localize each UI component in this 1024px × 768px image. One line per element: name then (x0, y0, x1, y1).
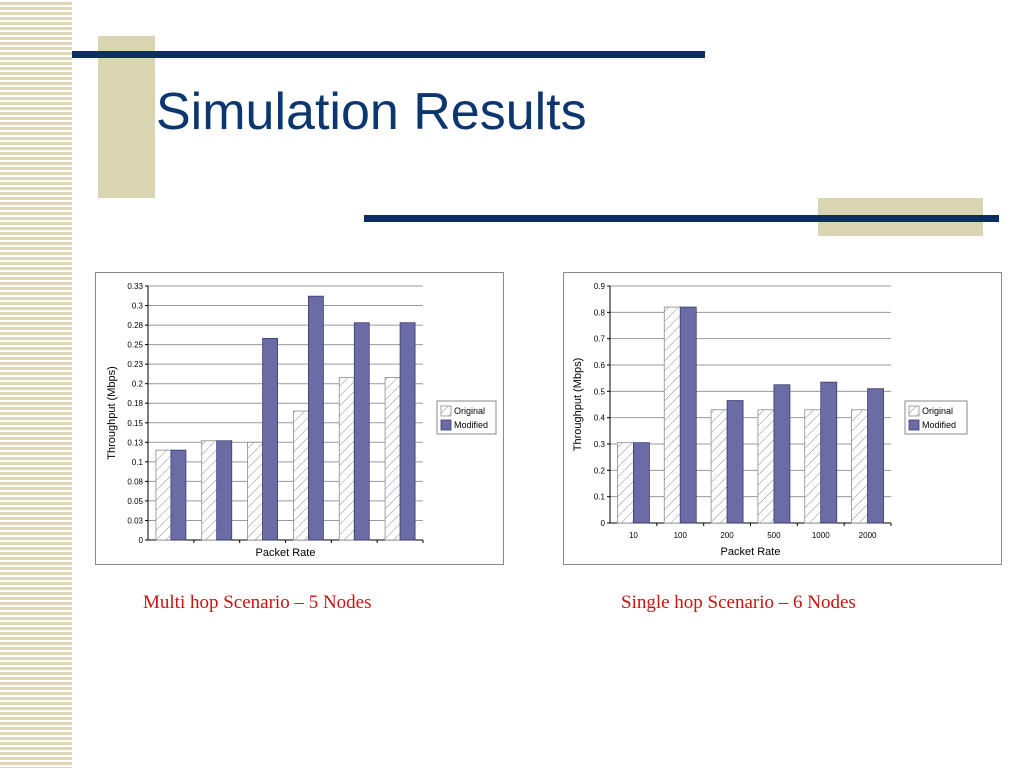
bar-modified (399, 322, 416, 541)
y-tick-label: 0.3 (132, 302, 144, 311)
x-tick-label: 1000 (812, 531, 830, 540)
bar-modified (679, 306, 697, 524)
bar-modified (308, 295, 324, 541)
y-tick-label: 0.08 (127, 477, 143, 486)
y-tick-label: 0.6 (594, 361, 606, 370)
y-tick-label: 0.1 (132, 458, 144, 467)
legend-swatch-original (440, 405, 452, 417)
y-tick-label: 0.23 (127, 360, 143, 369)
y-tick-label: 0.1 (594, 493, 606, 502)
bar-original (155, 449, 172, 541)
multi-hop-chart-svg: 0 0.03 0.05 0.08 0.1 0.13 0.15 0.18 0.2 0.23 0.25 0… (106, 282, 497, 559)
legend-label: Original (922, 406, 953, 416)
bar-original (384, 377, 401, 541)
bar-original (338, 377, 355, 541)
legend-swatch-original (908, 405, 920, 417)
x-tick-label: 500 (767, 531, 781, 540)
bar-modified (216, 440, 233, 541)
y-tick-label: 0.9 (594, 282, 606, 291)
bar-original (201, 440, 218, 541)
bar-modified (262, 337, 278, 541)
y-tick-label: 0.3 (594, 440, 606, 449)
y-tick-label: 0.05 (127, 497, 143, 506)
bar-modified (820, 381, 838, 524)
y-tick-label: 0 (601, 519, 606, 528)
bar-modified (773, 384, 791, 524)
y-tick-label: 0.7 (594, 335, 606, 344)
bar-original (617, 442, 634, 524)
title-accent-block (98, 36, 155, 198)
legend-label: Modified (922, 420, 956, 430)
x-axis-title: Packet Rate (256, 547, 316, 559)
bar-modified (726, 400, 744, 524)
y-tick-label: 0.4 (594, 414, 606, 423)
x-tick-label: 100 (674, 531, 688, 540)
y-tick-label: 0.15 (127, 419, 143, 428)
y-tick-label: 0.8 (594, 308, 606, 317)
y-tick-label: 0.18 (127, 399, 143, 408)
bar-original (663, 306, 681, 524)
x-tick-label: 10 (629, 531, 638, 540)
bar-modified (633, 442, 650, 524)
x-tick-label: 200 (720, 531, 734, 540)
y-tick-label: 0.13 (127, 438, 143, 447)
bar-original (293, 410, 309, 541)
y-tick-label: 0.2 (594, 466, 606, 475)
y-axis-title: Throughput (Mbps) (106, 366, 118, 460)
bar-original (710, 409, 728, 524)
striped-side-band (0, 0, 72, 768)
caption-multi-hop: Multi hop Scenario – 5 Nodes (143, 592, 372, 613)
y-tick-label: 0 (139, 536, 144, 545)
slide-title: Simulation Results (156, 83, 587, 141)
legend-swatch-modified (440, 419, 452, 431)
legend-label: Modified (454, 420, 488, 430)
y-tick-label: 0.28 (127, 321, 143, 330)
multi-hop-chart: 0 0.03 0.05 0.08 0.1 0.13 0.15 0.18 0.2 0.23 0.25 0… (95, 272, 504, 565)
caption-single-hop: Single hop Scenario – 6 Nodes (621, 592, 856, 613)
single-hop-chart: 0 0.1 0.2 0.3 0.4 0.5 0.6 0.7 0.8 0.9 10 100 200 500 1… (563, 272, 1002, 565)
legend-swatch-modified (908, 419, 920, 431)
y-tick-label: 0.25 (127, 341, 143, 350)
y-axis-title: Throughput (Mbps) (572, 358, 584, 452)
y-tick-label: 0.5 (594, 387, 606, 396)
bar-original (851, 409, 868, 524)
bar-original (757, 409, 775, 524)
title-top-rule (72, 51, 705, 58)
x-axis-title: Packet Rate (721, 546, 781, 558)
title-bottom-rule (364, 215, 999, 222)
y-tick-label: 0.03 (127, 516, 143, 525)
legend-label: Original (454, 406, 485, 416)
bar-original (804, 409, 822, 524)
bar-original (247, 441, 263, 541)
bar-modified (170, 449, 187, 541)
x-tick-label: 2000 (859, 531, 877, 540)
y-tick-label: 0.2 (132, 380, 144, 389)
bar-modified (353, 322, 370, 541)
single-hop-chart-svg: 0 0.1 0.2 0.3 0.4 0.5 0.6 0.7 0.8 0.9 10 100 200 500 1… (572, 282, 968, 558)
bar-modified (867, 388, 884, 524)
y-tick-label: 0.33 (127, 282, 143, 291)
